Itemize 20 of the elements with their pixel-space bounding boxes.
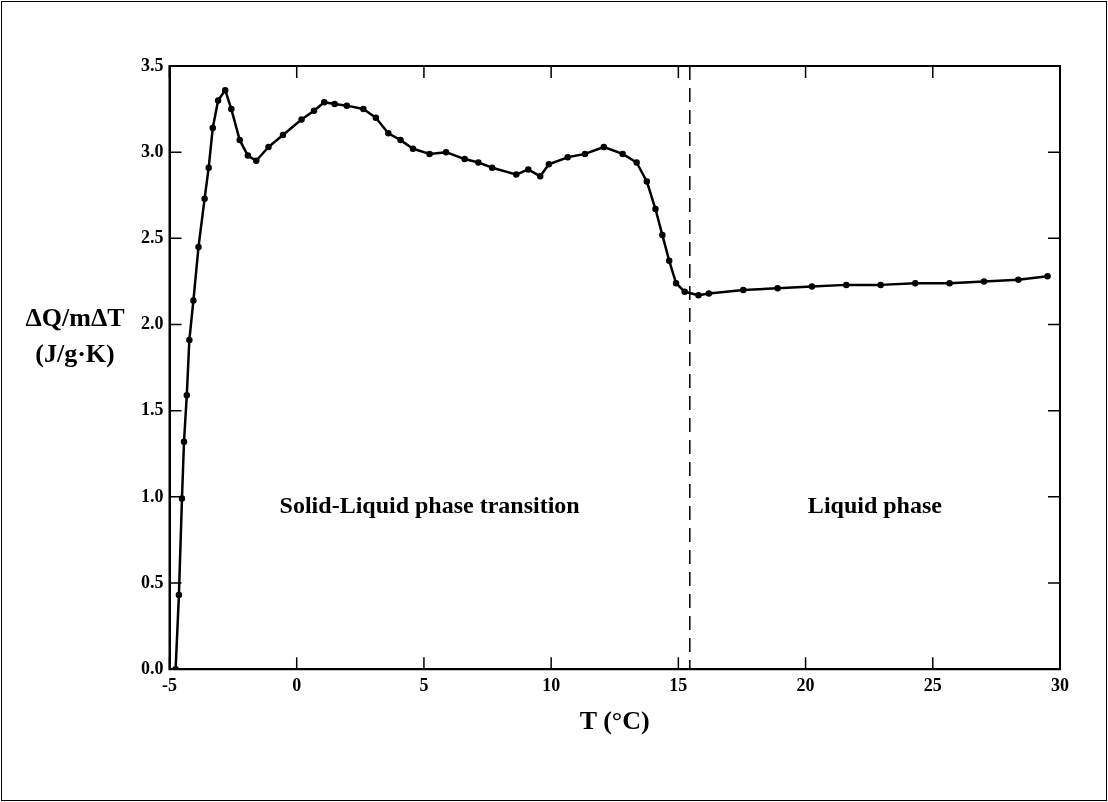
x-tick-label: 20 [796, 674, 815, 695]
x-tick-label: -5 [162, 674, 177, 695]
y-tick-label: 3.5 [141, 54, 164, 75]
y-axis-title: ΔQ/mΔT (J/g·K) [24, 302, 126, 370]
y-tick-label: 2.0 [141, 313, 164, 334]
y-tick-label: 2.5 [141, 227, 164, 247]
annotation: Liquid phase [807, 491, 943, 518]
y-tick-label: 1.0 [141, 485, 164, 506]
y-tick-label: 1.5 [141, 399, 164, 420]
y-tick-label: 3.0 [141, 140, 164, 161]
x-tick-label: 10 [542, 674, 561, 695]
x-tick-label: 15 [669, 674, 688, 695]
x-tick-label: 25 [923, 674, 942, 695]
y-tick-label: 0.5 [141, 571, 164, 592]
y-tick-label: 0.0 [141, 657, 164, 678]
x-tick-label: 30 [1051, 674, 1069, 695]
x-tick-label: 5 [419, 674, 429, 695]
x-axis-title: T (°C) [579, 706, 650, 736]
annotation: Solid-Liquid phase transition [279, 491, 580, 518]
x-tick-label: 0 [292, 674, 302, 695]
